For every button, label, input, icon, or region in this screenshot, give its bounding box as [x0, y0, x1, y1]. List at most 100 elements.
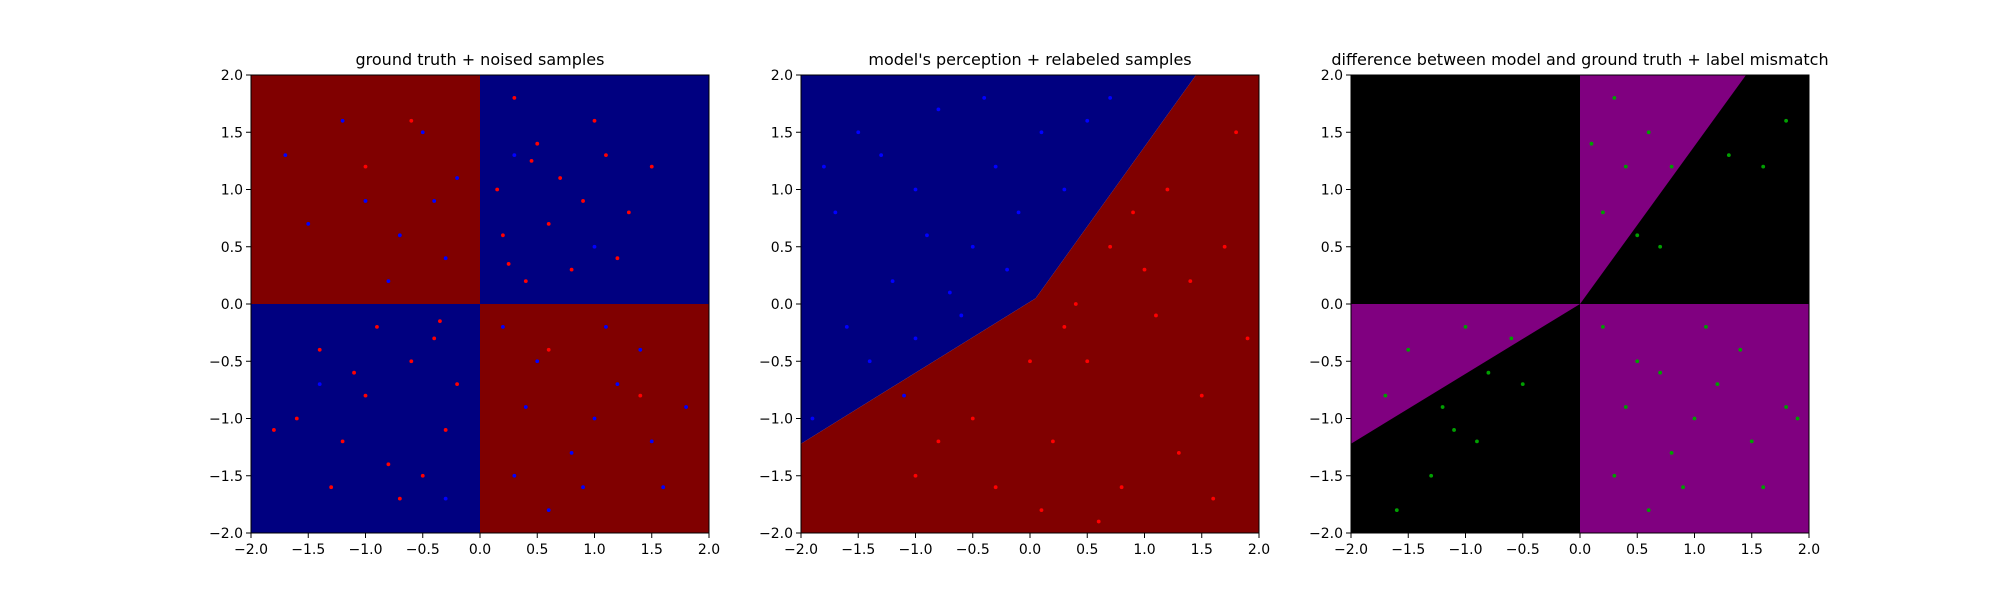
sample-point [1108, 96, 1113, 100]
sample-point [993, 164, 998, 169]
x-tick-label: −2.0 [234, 542, 268, 558]
sample-point [1761, 164, 1766, 169]
sample-point [1429, 473, 1434, 478]
sample-point [867, 359, 872, 364]
sample-point [833, 210, 838, 215]
sample-point [1704, 325, 1708, 329]
sample-point [1692, 416, 1697, 421]
y-tick-label: 1.5 [1321, 125, 1343, 141]
y-tick-label: 1.5 [771, 125, 793, 141]
sample-point [340, 439, 345, 444]
sample-point [569, 450, 574, 455]
plot-area [251, 75, 709, 533]
sample-point [455, 382, 459, 387]
sample-point [638, 393, 643, 398]
sample-point [993, 485, 998, 490]
x-tick-label: −1.5 [1391, 542, 1425, 558]
sample-point [558, 176, 563, 180]
x-tick-label: 2.0 [1248, 542, 1270, 558]
sample-point [936, 107, 941, 112]
sample-point [1073, 302, 1078, 306]
sample-point [1085, 359, 1090, 364]
sample-point [902, 393, 906, 398]
sample-point [523, 279, 528, 283]
sample-point [1784, 405, 1788, 409]
sample-point [649, 164, 654, 169]
sample-point [1589, 141, 1594, 146]
x-tick-label: −1.0 [899, 542, 933, 558]
sample-point [1039, 130, 1044, 135]
x-tick-label: 0.5 [1626, 542, 1648, 558]
sample-point [1142, 267, 1147, 272]
sample-point [1601, 325, 1605, 329]
sample-point [546, 347, 551, 352]
x-tick-label: 1.5 [1741, 542, 1763, 558]
sample-point [512, 153, 517, 158]
sample-point [455, 176, 459, 180]
x-tick-label: 1.5 [1191, 542, 1213, 558]
decision-region [801, 75, 1259, 533]
y-tick-label: 2.0 [221, 68, 243, 84]
y-tick-label: 0.0 [771, 297, 793, 313]
sample-point [1234, 130, 1238, 135]
sample-point [1761, 485, 1766, 490]
sample-point [495, 187, 500, 192]
sample-point [283, 153, 288, 158]
sample-point [913, 336, 918, 341]
sample-point [501, 325, 505, 329]
y-tick-label: 0.5 [771, 240, 793, 256]
sample-point [1039, 508, 1044, 512]
sample-point [523, 405, 528, 409]
sample-point [1028, 359, 1032, 364]
sample-point [546, 221, 551, 226]
sample-point [1440, 405, 1445, 409]
sample-point [615, 382, 620, 387]
sample-point [317, 347, 322, 352]
subplot-model-perception: model's perception + relabeled samples −… [759, 50, 1270, 558]
x-tick-label: 0.0 [1569, 542, 1591, 558]
sample-point [890, 279, 895, 283]
sample-point [970, 244, 975, 249]
y-tick-label: 2.0 [1321, 68, 1343, 84]
y-tick-label: −0.5 [209, 354, 243, 370]
sample-point [1463, 325, 1468, 329]
y-tick-label: 2.0 [771, 68, 793, 84]
x-tick-label: 0.0 [1019, 542, 1041, 558]
y-tick-label: 0.5 [1321, 240, 1343, 256]
sample-point [1085, 118, 1090, 123]
x-tick-label: −2.0 [1334, 542, 1368, 558]
sample-point [1749, 439, 1754, 444]
sample-point [1601, 210, 1605, 215]
sample-point [604, 153, 608, 158]
sample-point [1051, 439, 1055, 444]
sample-point [306, 221, 311, 226]
sample-point [1509, 336, 1514, 341]
sample-point [1623, 164, 1628, 169]
sample-point [1062, 325, 1067, 329]
sample-point [592, 416, 597, 421]
sample-point [947, 290, 952, 295]
subplot-ground-truth: ground truth + noised samples −2.0 −1.5 −1… [209, 50, 720, 558]
sample-point [1784, 118, 1788, 123]
y-tick-label: 0.0 [221, 297, 243, 313]
sample-point [1635, 233, 1640, 238]
sample-point [1612, 473, 1617, 478]
y-tick-label: 1.5 [221, 125, 243, 141]
sample-point [546, 508, 551, 512]
sample-point [443, 496, 448, 501]
sample-point [879, 153, 884, 158]
sample-point [386, 279, 391, 283]
sample-point [604, 325, 608, 329]
sample-point [1635, 359, 1640, 364]
sample-point [982, 96, 987, 100]
decision-region [251, 75, 480, 304]
sample-point [1738, 347, 1743, 352]
sample-point [352, 370, 356, 375]
sample-point [1658, 244, 1663, 249]
x-tick-label: 0.0 [469, 542, 491, 558]
sample-point [592, 118, 597, 123]
plot-area [1351, 75, 1809, 533]
sample-point [512, 473, 517, 478]
sample-point [386, 462, 391, 467]
